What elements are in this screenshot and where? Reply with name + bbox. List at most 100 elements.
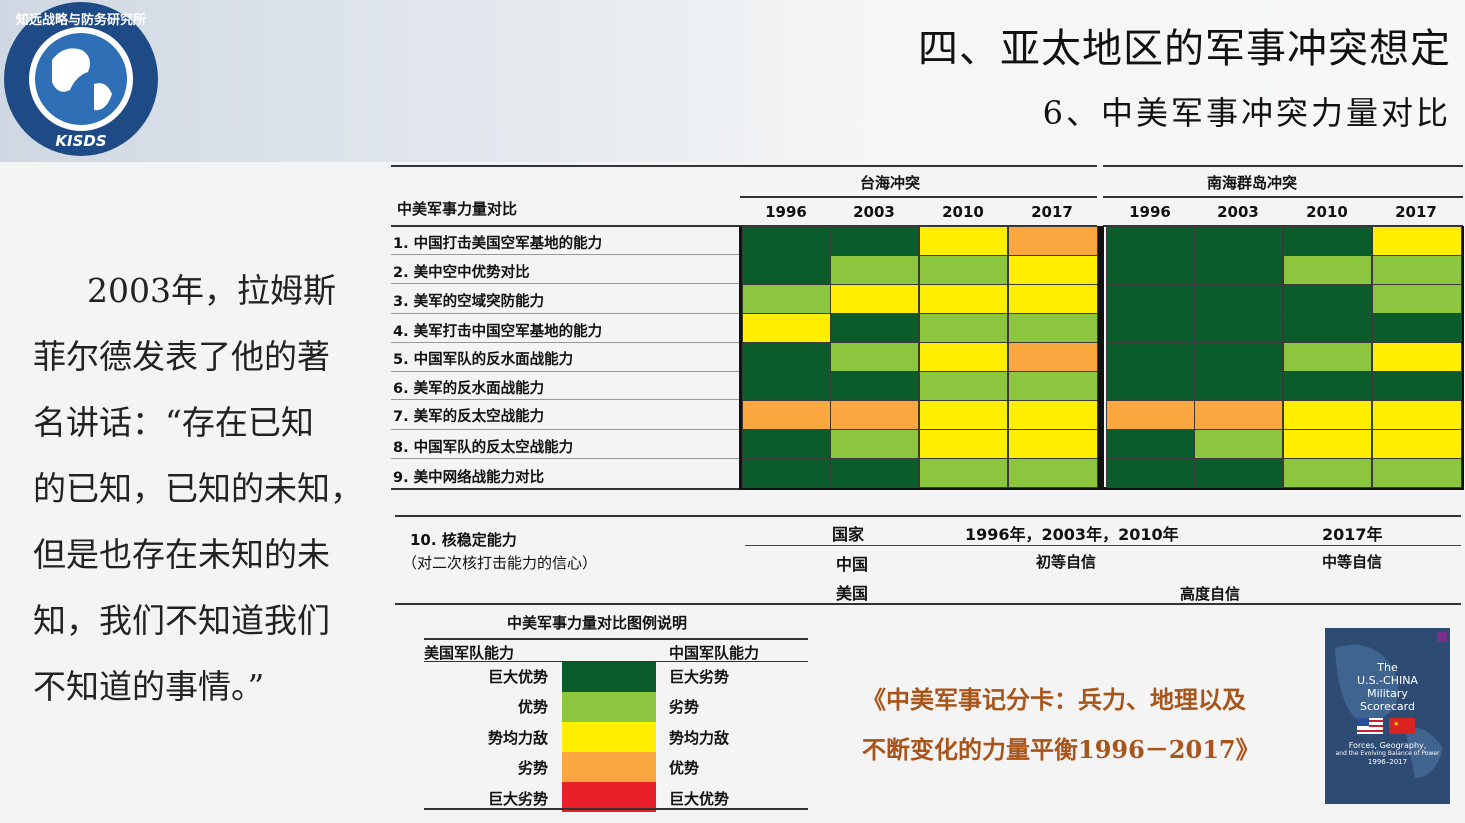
book-cover-text: Military xyxy=(1367,687,1408,700)
row-label: 8. 中国军队的反太空战能力 xyxy=(393,440,574,456)
score-cell-scs xyxy=(1372,284,1462,314)
table-top-rule xyxy=(391,165,1097,167)
book-cover-text: Scorecard xyxy=(1360,700,1415,713)
quote-line: 不知道的事情。” xyxy=(33,667,265,706)
score-cell-scs xyxy=(1283,458,1372,488)
row-separator xyxy=(391,429,739,430)
score-cell-scs xyxy=(1106,313,1195,343)
score-cell-taiwan xyxy=(742,284,831,314)
row-label: 6. 美军的反水面战能力 xyxy=(393,381,545,397)
score-cell-scs xyxy=(1372,400,1462,430)
score-cell-taiwan xyxy=(919,255,1008,285)
score-cell-taiwan xyxy=(830,342,919,372)
score-cell-scs xyxy=(1194,342,1283,372)
page-subtitle: 6、中美军事冲突力量对比 xyxy=(1042,94,1451,132)
rumsfeld-quote: 2003年，拉姆斯 菲尔德发表了他的著 名讲话：“存在已知 的已知，已知的未知，… xyxy=(33,258,383,720)
row-label: 4. 美军打击中国空军基地的能力 xyxy=(393,324,603,340)
page-title: 四、亚太地区的军事冲突想定 xyxy=(918,26,1451,72)
score-cell-taiwan xyxy=(919,400,1008,430)
quote-line: 名讲话：“存在已知 xyxy=(33,403,314,442)
score-cell-taiwan xyxy=(919,313,1008,343)
score-cell-taiwan xyxy=(742,313,831,343)
score-cell-scs xyxy=(1372,313,1462,343)
legend-cn-header: 中国军队能力 xyxy=(669,644,760,662)
legend-cn-item: 巨大优势 xyxy=(669,790,730,808)
legend-cn-item: 巨大劣势 xyxy=(669,668,730,686)
year-header: 1996 xyxy=(1129,203,1171,221)
score-cell-taiwan xyxy=(1008,371,1098,401)
score-cell-taiwan xyxy=(1008,458,1098,488)
legend-cn-item: 势均力敌 xyxy=(669,729,730,747)
score-cell-scs xyxy=(1283,255,1372,285)
score-cell-scs xyxy=(1194,255,1283,285)
score-cell-scs xyxy=(1194,429,1283,459)
score-cell-taiwan xyxy=(742,226,831,256)
score-cell-taiwan xyxy=(919,284,1008,314)
score-cell-taiwan xyxy=(742,255,831,285)
row-label: 2. 美中空中优势对比 xyxy=(393,265,530,281)
nuclear-bottom-rule xyxy=(395,603,1461,605)
nuclear-china: 中国 xyxy=(836,555,869,574)
book-cover-years: 1996–2017 xyxy=(1367,758,1408,766)
svg-text:★: ★ xyxy=(1393,720,1399,728)
legend-us-item: 劣势 xyxy=(517,759,548,777)
nuclear-china-early: 初等自信 xyxy=(1036,553,1097,571)
logo-text-bottom: KISDS xyxy=(55,132,106,150)
row-separator xyxy=(391,458,739,459)
book-cover-text: U.S.-CHINA xyxy=(1357,674,1418,687)
score-cell-scs xyxy=(1194,400,1283,430)
score-cell-taiwan xyxy=(919,226,1008,256)
score-cell-scs xyxy=(1194,284,1283,314)
year-header: 2003 xyxy=(853,203,895,221)
row-label: 5. 中国军队的反水面战能力 xyxy=(393,352,574,368)
logo-text-top: 知远战略与防务研究所 xyxy=(16,12,146,28)
grid-frame xyxy=(739,487,1464,490)
score-cell-taiwan xyxy=(1008,255,1098,285)
score-cell-scs xyxy=(1283,429,1372,459)
nuclear-header-rule xyxy=(745,545,1461,546)
nuclear-usa-conf: 高度自信 xyxy=(1180,585,1241,603)
book-caption-line1: 《中美军事记分卡：兵力、地理以及 xyxy=(862,685,1246,714)
score-cell-scs xyxy=(1194,458,1283,488)
score-cell-scs xyxy=(1106,255,1195,285)
legend-cn-item: 劣势 xyxy=(669,698,700,716)
legend-swatch xyxy=(562,752,656,782)
nuclear-col-2017: 2017年 xyxy=(1322,525,1383,544)
row-separator xyxy=(391,342,739,343)
row-label: 7. 美军的反太空战能力 xyxy=(393,409,545,425)
score-cell-scs xyxy=(1106,429,1195,459)
score-cell-taiwan xyxy=(830,371,919,401)
score-cell-taiwan xyxy=(830,284,919,314)
score-cell-scs xyxy=(1283,226,1372,256)
legend-us-item: 势均力敌 xyxy=(487,729,548,747)
row-separator xyxy=(391,313,739,314)
legend-title: 中美军事力量对比图例说明 xyxy=(507,614,688,632)
score-cell-scs xyxy=(1194,313,1283,343)
score-cell-taiwan xyxy=(919,371,1008,401)
score-cell-scs xyxy=(1106,226,1195,256)
score-cell-scs xyxy=(1372,429,1462,459)
score-cell-taiwan xyxy=(742,458,831,488)
group-header-scs: 南海群岛冲突 xyxy=(1207,174,1298,192)
score-cell-taiwan xyxy=(1008,342,1098,372)
score-cell-scs xyxy=(1372,371,1462,401)
score-cell-taiwan xyxy=(742,400,831,430)
quote-line: 但是也存在未知的未 xyxy=(33,535,330,574)
grid-frame xyxy=(739,226,742,489)
score-cell-taiwan xyxy=(919,342,1008,372)
group-divider xyxy=(740,196,1097,198)
row-separator xyxy=(391,488,739,490)
legend-rule xyxy=(424,638,808,640)
grid-frame xyxy=(1096,226,1104,489)
legend-us-header: 美国军队能力 xyxy=(424,644,515,662)
legend-us-item: 优势 xyxy=(517,698,548,716)
nuclear-col-country: 国家 xyxy=(832,525,865,544)
book-cover-image: The U.S.-CHINA Military Scorecard ★ Forc… xyxy=(1325,628,1450,804)
table-header-label: 中美军事力量对比 xyxy=(397,200,518,218)
quote-line: 的已知，已知的未知， xyxy=(33,469,363,508)
quote-line: 知，我们不知道我们 xyxy=(33,601,330,640)
year-header: 2017 xyxy=(1395,203,1437,221)
group-header-taiwan: 台海冲突 xyxy=(860,174,921,192)
book-cover-text: The xyxy=(1377,661,1398,674)
book-caption-line2: 不断变化的力量平衡1996－2017》 xyxy=(862,735,1260,764)
